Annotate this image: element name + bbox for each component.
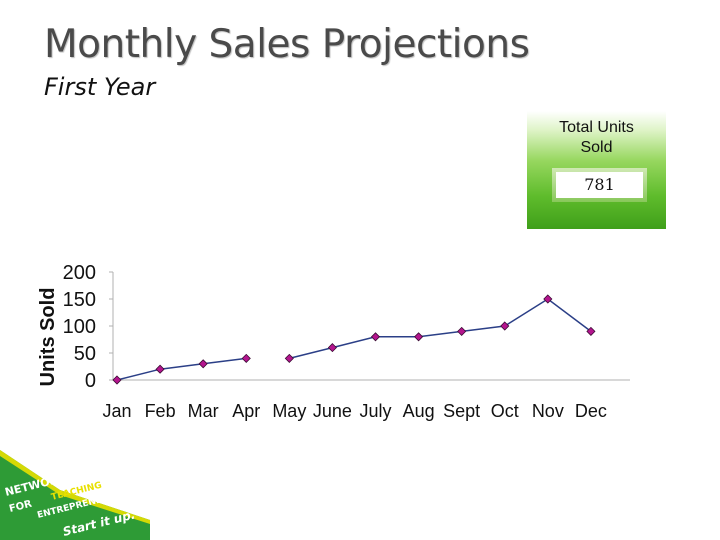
series-line-segment bbox=[116, 357, 247, 381]
chart-series-lines bbox=[116, 298, 592, 381]
total-units-value-frame: 781 bbox=[552, 168, 647, 202]
x-tick-label: July bbox=[359, 401, 391, 421]
data-point bbox=[241, 353, 251, 363]
slide-subtitle: First Year bbox=[44, 73, 156, 101]
data-point bbox=[543, 294, 553, 304]
y-axis-label: Units Sold bbox=[37, 288, 59, 387]
slide-title: Monthly Sales Projections bbox=[44, 22, 530, 67]
data-point bbox=[198, 359, 208, 369]
y-tick-label: 200 bbox=[63, 262, 96, 284]
chart-tick-labels: 0 50 100 150 200 Jan Feb Mar Apr May June July Aug Se… bbox=[63, 262, 607, 421]
sales-line-chart: Units Sold 0 50 100 150 200 Jan Feb Mar Apr May Ju… bbox=[37, 262, 630, 421]
x-tick-label: June bbox=[313, 401, 352, 421]
data-point bbox=[457, 326, 467, 336]
chart-series-points bbox=[112, 294, 596, 385]
total-units-box: Total Units Sold 781 bbox=[527, 111, 666, 229]
x-tick-label: Dec bbox=[575, 401, 607, 421]
total-units-value: 781 bbox=[556, 172, 643, 198]
x-tick-label: Aug bbox=[403, 401, 435, 421]
data-point bbox=[370, 332, 381, 342]
series-line-segment bbox=[289, 298, 592, 360]
chart-axes bbox=[109, 271, 630, 381]
data-point bbox=[500, 321, 510, 331]
x-tick-label: Sept bbox=[443, 401, 480, 421]
data-point bbox=[284, 353, 294, 363]
total-units-label: Total Units Sold bbox=[527, 118, 666, 158]
total-units-label-line1: Total Units bbox=[559, 119, 634, 136]
y-tick-label: 150 bbox=[63, 289, 96, 311]
x-tick-label: May bbox=[272, 401, 306, 421]
y-tick-label: 50 bbox=[74, 343, 96, 365]
x-tick-label: Feb bbox=[145, 401, 176, 421]
y-tick-label: 100 bbox=[63, 316, 96, 338]
y-tick-label: 0 bbox=[85, 370, 96, 392]
total-units-label-line2: Sold bbox=[580, 139, 613, 156]
data-point bbox=[155, 364, 165, 374]
x-tick-label: Jan bbox=[102, 401, 131, 421]
logo-text-for: FOR bbox=[8, 499, 33, 515]
data-point bbox=[414, 332, 424, 342]
data-point bbox=[112, 375, 122, 385]
x-tick-label: Nov bbox=[532, 401, 564, 421]
x-tick-label: Mar bbox=[188, 401, 219, 421]
network-logo: NETWORK FOR TEACHING ENTREPRENEURSHIP St… bbox=[0, 450, 150, 540]
x-tick-label: Apr bbox=[232, 401, 260, 421]
data-point bbox=[327, 343, 337, 353]
logo-stripe bbox=[0, 450, 150, 524]
data-point bbox=[586, 326, 596, 336]
x-tick-label: Oct bbox=[491, 401, 519, 421]
